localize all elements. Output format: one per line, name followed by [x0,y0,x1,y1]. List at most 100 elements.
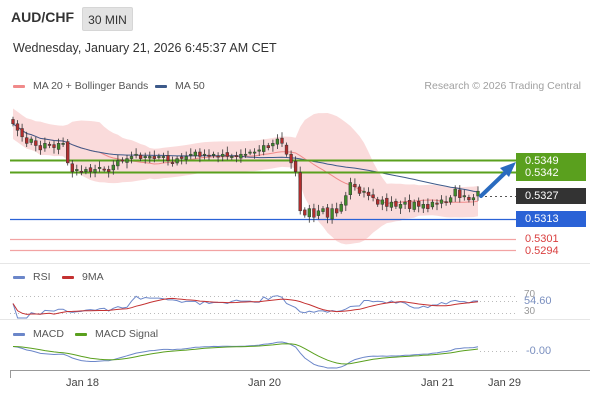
x-tick-jan20: Jan 20 [248,377,282,389]
candle-body [403,201,407,205]
support-2-tag: 0.5301 [525,233,559,245]
candle-body [266,145,270,148]
candle-body [216,155,220,158]
candle-body [134,153,138,156]
legend-rsi: RSI [13,271,51,283]
candle-body [15,123,20,131]
candle-body [444,201,448,204]
x-tick-jan18: Jan 18 [66,377,100,389]
timeframe-button[interactable]: 30 MIN [82,7,133,31]
candle-body [389,201,394,208]
candle-body [56,143,61,150]
candle-body [439,199,444,204]
candle-body [357,186,362,194]
candle-body [421,204,425,209]
candle-body [376,199,380,205]
candle-body [198,151,202,157]
candle-body [47,143,52,146]
candlesticks [11,116,480,224]
candle-body [111,164,115,171]
candle-body [303,209,307,216]
candle-body [271,143,275,147]
rsi-value-label: 54.60 [524,295,552,307]
candle-body [180,156,184,159]
resistance-1-tag: 0.5342 [516,165,586,181]
candle-body [362,190,366,193]
macd-signal-swatch [75,332,87,336]
candle-body [93,169,97,173]
legend-ma20-label: MA 20 + Bollinger Bands [33,80,149,92]
candle-body [371,194,375,198]
candle-body [75,169,79,171]
current-price-tag: 0.5327 [516,188,586,204]
candle-body [462,195,466,198]
candle-body [152,156,156,159]
rsi-swatch [13,275,25,279]
candle-body [129,156,134,159]
chart-datetime: Wednesday, January 21, 2026 6:45:37 AM C… [13,41,277,55]
rsi-lower-label: 30 [524,306,536,317]
legend-macd: MACD [13,328,64,340]
x-tick-jan21: Jan 21 [421,377,455,389]
legend-rsi-label: RSI [33,271,51,283]
candle-body [335,208,339,214]
rsi-ma-swatch [62,275,74,279]
legend-9ma-label: 9MA [82,271,104,283]
candle-body [280,137,284,144]
candle-body [52,144,56,148]
candle-body [29,138,33,143]
candle-body [366,191,371,196]
symbol-title: AUD/CHF [11,9,74,25]
candle-body [61,143,65,145]
candle-body [34,140,38,146]
macd-value-label: -0.00 [526,345,552,357]
candle-body [66,141,70,164]
ma50-swatch [155,84,167,88]
rsi-ma-line [12,297,479,315]
candle-body [88,167,93,172]
candle-body [325,207,330,218]
candle-body [316,210,321,216]
candle-body [435,202,439,205]
candle-body [189,153,193,156]
x-tick-jan29: Jan 29 [488,377,522,389]
candle-body [102,168,106,171]
forecast-arrow [479,170,508,198]
candle-body [193,151,197,157]
candle-body [170,162,175,164]
candle-body [252,151,257,154]
candle-body [476,190,480,197]
candle-body [293,160,298,172]
candle-body [262,145,266,152]
macd-swatch [13,332,25,336]
legend-macd-label: MACD [33,328,64,340]
candle-body [97,167,102,169]
candle-body [430,201,435,208]
rsi-upper-label: 70 [524,289,536,300]
legend-ma50: MA 50 [155,80,205,92]
candle-body [307,208,311,218]
forecast-arrow-head [500,162,516,177]
candle-body [448,197,453,203]
candle-body [398,204,403,209]
legend-ma50-label: MA 50 [175,80,205,92]
support-1-tag: 0.5313 [516,211,586,227]
candle-body [207,154,211,157]
legend-ma20: MA 20 + Bollinger Bands [13,80,148,92]
candle-body [230,156,234,158]
candle-body [116,160,120,167]
candle-body [234,155,239,157]
legend-macd-signal-label: MACD Signal [95,328,159,340]
candle-body [257,149,261,152]
candle-body [166,155,170,161]
candle-body [38,145,42,151]
ma20-swatch [13,84,25,88]
candle-body [184,156,188,160]
research-credit: Research © 2026 Trading Central [424,80,581,92]
candle-body [312,208,316,218]
candle-body [161,156,166,158]
support-3-tag: 0.5294 [525,245,559,257]
candle-body [202,153,207,156]
legend-macd-signal: MACD Signal [75,328,158,340]
